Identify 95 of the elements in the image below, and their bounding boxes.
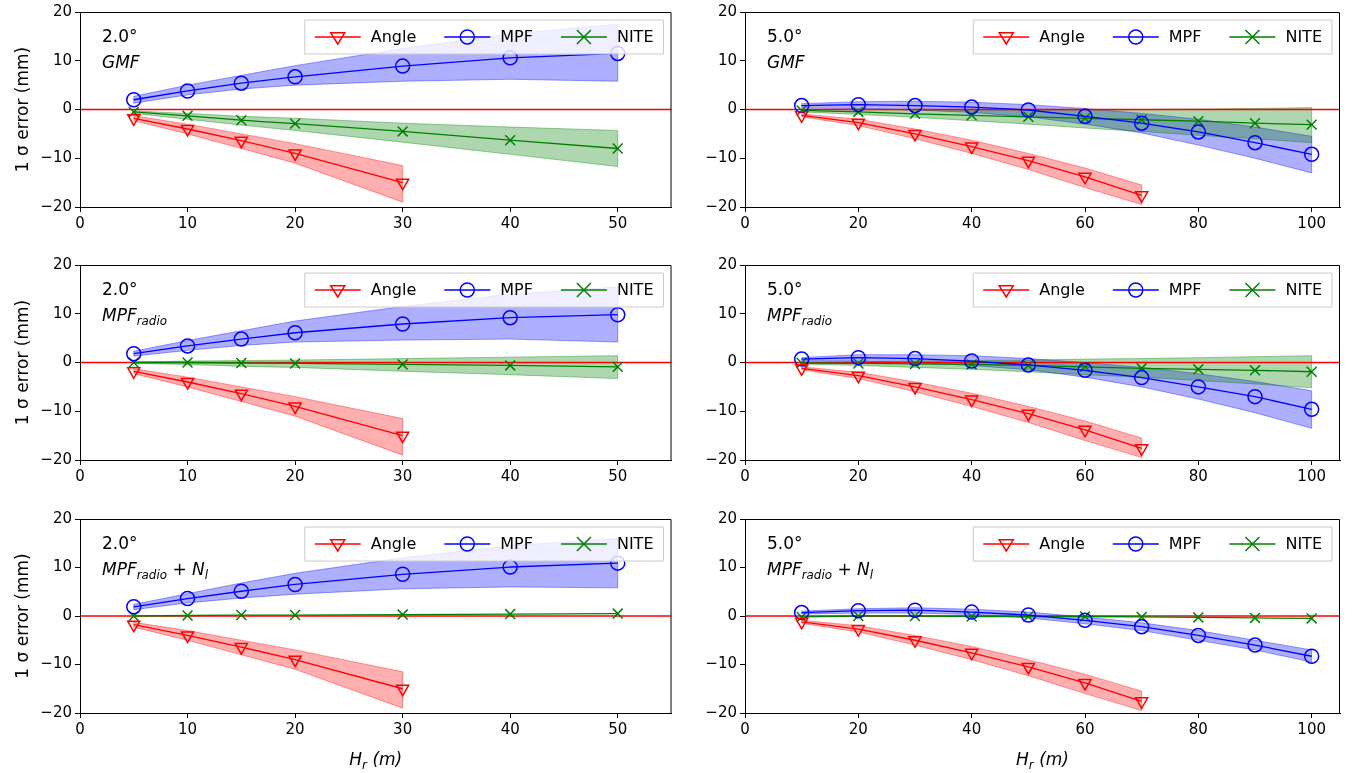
x-tick-label: 0 [740, 466, 750, 485]
x-tick-label: 20 [285, 719, 305, 738]
legend-label: NITE [1285, 27, 1323, 47]
annotation: GMF [767, 52, 805, 72]
x-tick-label: 40 [500, 213, 520, 232]
y-tick-label: 20 [717, 254, 737, 273]
x-tick-label: 40 [500, 466, 520, 485]
x-tick-label: 50 [608, 466, 628, 485]
y-tick-label: −10 [40, 654, 72, 673]
legend-label: MPF [1168, 534, 1202, 554]
x-tick-label: 0 [75, 213, 85, 232]
x-tick-label: 80 [1188, 213, 1208, 232]
legend-label: Angle [370, 280, 417, 300]
x-tick-label: 40 [962, 466, 982, 485]
y-tick-label: 0 [62, 99, 72, 118]
y-tick-label: −10 [705, 148, 737, 167]
x-tick-label: 0 [75, 466, 85, 485]
y-tick-label: −20 [40, 449, 72, 468]
x-tick-label: 100 [1297, 466, 1326, 485]
x-tick-label: 20 [285, 213, 305, 232]
y-tick-label: 20 [52, 254, 72, 273]
y-tick-label: 0 [62, 605, 72, 624]
legend-label: Angle [370, 27, 417, 47]
y-tick-label: −10 [40, 148, 72, 167]
x-tick-label: 40 [962, 213, 982, 232]
x-tick-label: 10 [178, 466, 198, 485]
y-tick-label: 0 [62, 352, 72, 371]
y-axis-title: 1 σ error (mm) [12, 553, 32, 679]
y-tick-label: 10 [52, 303, 72, 322]
x-tick-label: 30 [393, 466, 413, 485]
y-tick-label: 10 [52, 557, 72, 576]
x-tick-label: 20 [285, 466, 305, 485]
legend-label: MPF [500, 280, 533, 300]
annotation: GMF [102, 52, 140, 72]
y-tick-label: 0 [727, 605, 737, 624]
x-tick-label: 0 [75, 719, 85, 738]
x-tick-label: 100 [1297, 213, 1326, 232]
x-tick-label: 30 [393, 213, 413, 232]
y-tick-label: 10 [52, 50, 72, 69]
y-tick-label: −10 [705, 654, 737, 673]
x-tick-label: 10 [178, 213, 198, 232]
y-tick-label: 20 [717, 1, 737, 20]
x-tick-label: 10 [178, 719, 198, 738]
x-tick-label: 30 [393, 719, 413, 738]
y-axis-title: 1 σ error (mm) [12, 46, 32, 173]
y-tick-label: −20 [40, 702, 72, 721]
x-tick-label: 80 [1188, 719, 1208, 738]
legend-label: Angle [370, 534, 417, 554]
legend-label: Angle [1039, 280, 1085, 300]
x-tick-label: 50 [608, 719, 628, 738]
x-tick-label: 40 [500, 719, 520, 738]
annotation: 5.0° [767, 533, 803, 553]
x-tick-label: 60 [1075, 213, 1095, 232]
x-tick-label: 100 [1297, 719, 1326, 738]
y-axis-title: 1 σ error (mm) [12, 299, 32, 426]
annotation: 5.0° [767, 26, 803, 46]
y-tick-label: −20 [705, 702, 737, 721]
x-tick-label: 20 [848, 466, 868, 485]
legend-label: MPF [500, 534, 533, 554]
y-tick-label: 20 [717, 508, 737, 527]
legend-label: Angle [1039, 27, 1085, 47]
annotation: 2.0° [102, 26, 138, 46]
legend-label: NITE [1285, 280, 1323, 300]
y-tick-label: −10 [40, 401, 72, 420]
y-tick-label: −20 [40, 196, 72, 215]
y-tick-label: 0 [727, 99, 737, 118]
x-tick-label: 60 [1075, 466, 1095, 485]
annotation: 2.0° [102, 279, 138, 299]
x-tick-label: 60 [1075, 719, 1095, 738]
x-tick-label: 0 [740, 719, 750, 738]
x-tick-label: 0 [740, 213, 750, 232]
legend-label: NITE [616, 280, 654, 300]
y-tick-label: −20 [705, 449, 737, 468]
x-tick-label: 40 [962, 719, 982, 738]
x-tick-label: 20 [848, 213, 868, 232]
legend-label: Angle [1039, 534, 1085, 554]
legend-label: MPF [1168, 27, 1202, 47]
x-tick-label: 20 [848, 719, 868, 738]
x-tick-label: 50 [608, 213, 628, 232]
y-tick-label: 20 [52, 1, 72, 20]
legend-label: NITE [616, 27, 654, 47]
y-tick-label: 20 [52, 508, 72, 527]
annotation: 2.0° [102, 533, 138, 553]
legend-label: MPF [1168, 280, 1202, 300]
y-tick-label: 10 [717, 303, 737, 322]
y-tick-label: −20 [705, 196, 737, 215]
y-tick-label: 0 [727, 352, 737, 371]
legend-label: NITE [616, 534, 654, 554]
annotation: 5.0° [767, 279, 803, 299]
y-tick-label: 10 [717, 50, 737, 69]
y-tick-label: 10 [717, 557, 737, 576]
legend-label: NITE [1285, 534, 1323, 554]
x-tick-label: 80 [1188, 466, 1208, 485]
y-tick-label: −10 [705, 401, 737, 420]
legend-label: MPF [500, 27, 533, 47]
